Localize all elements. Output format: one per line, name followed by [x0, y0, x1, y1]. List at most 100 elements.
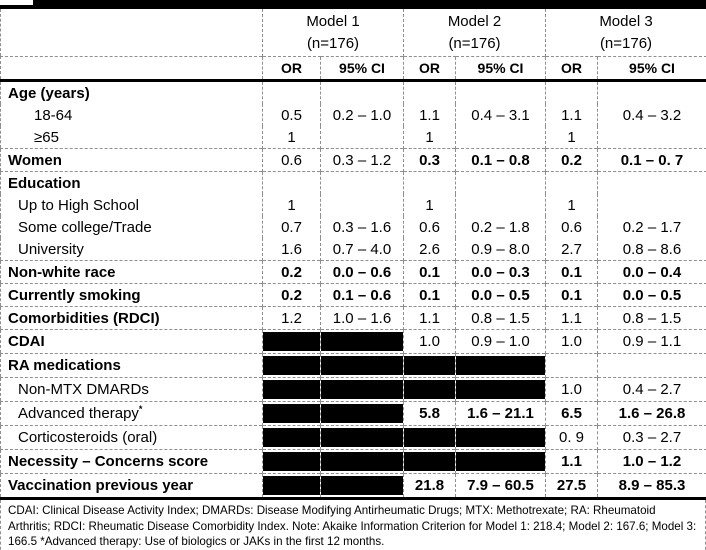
row-label: 18-64 [1, 104, 263, 126]
ci-cell: 1.6 – 26.8 [597, 401, 706, 426]
redacted-cell [320, 449, 404, 474]
row-label: University [1, 238, 263, 261]
table-row: RA medications [0, 353, 706, 378]
ci-cell: 0.0 – 0.4 [597, 260, 706, 284]
or-cell: 1.1 [545, 449, 598, 474]
ci-cell: 0.0 – 0.5 [597, 283, 706, 307]
or-cell: 1.0 [545, 377, 598, 402]
ci-cell: 0.9 – 1.1 [597, 329, 706, 354]
redacted-block [321, 452, 403, 471]
table-footnote: CDAI: Clinical Disease Activity Index; D… [0, 500, 706, 550]
row-label: ≥65 [1, 126, 263, 149]
redacted-block [456, 428, 545, 447]
row-label-text: Non-MTX DMARDs [18, 381, 149, 398]
redacted-block [321, 332, 403, 351]
table-row: Education [0, 171, 706, 194]
row-label: Comorbidities (RDCI) [0, 306, 263, 330]
or-cell: 0.3 [403, 148, 456, 172]
redacted-cell [455, 449, 546, 474]
ci-cell: 0.0 – 0.5 [455, 283, 546, 307]
redacted-block [263, 380, 320, 399]
or-cell: 1 [545, 126, 598, 149]
or-cell: 0.1 [545, 260, 598, 284]
or-cell: 1 [403, 126, 456, 149]
redacted-block [321, 404, 403, 423]
model-3-name: Model 3 [599, 12, 653, 30]
ci-cell [320, 194, 404, 216]
redacted-block [263, 452, 320, 471]
ci-cell: 0.7 – 4.0 [320, 238, 404, 261]
row-label-text: ≥65 [34, 128, 59, 146]
or-cell: 0.5 [262, 104, 321, 126]
redacted-block [263, 332, 320, 351]
or-cell: 0.2 [262, 260, 321, 284]
row-label: Non-MTX DMARDs [0, 377, 263, 402]
ci-cell: 0.2 – 1.8 [455, 216, 546, 238]
redacted-cell [320, 353, 404, 378]
table-row: Currently smoking 0.2 0.1 – 0.6 0.1 0.0 – 0.… [0, 283, 706, 307]
or-cell: 0.2 [545, 148, 598, 172]
or-cell: 0.1 [403, 260, 456, 284]
or-cell: 5.8 [403, 401, 456, 426]
redacted-cell [320, 473, 404, 499]
ci-cell: 7.9 – 60.5 [455, 473, 546, 499]
ci-cell [455, 80, 546, 104]
redacted-cell [320, 329, 404, 354]
redacted-block [263, 404, 320, 423]
redacted-cell [320, 377, 404, 402]
or-cell [403, 80, 456, 104]
ci-cell: 0.1 – 0. 7 [597, 148, 706, 172]
row-label: Currently smoking [0, 283, 263, 307]
redacted-cell [320, 425, 404, 450]
model-3-header: Model 3 (n=176) [545, 7, 706, 57]
ci-cell: 0.1 – 0.6 [320, 283, 404, 307]
row-label-text: Advanced therapy [18, 405, 139, 422]
footnote-marker-icon: * [138, 404, 143, 414]
model-1-n: (n=176) [306, 34, 360, 52]
redacted-block [404, 428, 455, 447]
row-label-text: Necessity – Concerns score [8, 453, 209, 470]
redacted-cell [262, 329, 321, 354]
stub-cell [1, 7, 263, 57]
or-cell: 1.1 [403, 104, 456, 126]
redacted-block [321, 356, 403, 375]
row-label: RA medications [0, 353, 263, 378]
ci-cell: 0.4 – 3.2 [597, 104, 706, 126]
or-cell: 0.6 [403, 216, 456, 238]
redacted-block [456, 380, 545, 399]
redacted-cell [403, 377, 456, 402]
row-label-text: Currently smoking [8, 286, 141, 304]
row-label-text: Non-white race [8, 263, 116, 281]
or-cell [262, 171, 321, 194]
row-label: Education [0, 171, 263, 194]
ci-cell: 0.4 – 3.1 [455, 104, 546, 126]
ci-cell: 0.8 – 8.6 [597, 238, 706, 261]
ci-cell: 1.0 – 1.6 [320, 306, 404, 330]
ci-cell: 8.9 – 85.3 [597, 473, 706, 499]
or-cell [403, 171, 456, 194]
redacted-cell [262, 449, 321, 474]
row-label-text: 18-64 [34, 106, 73, 124]
model-3-n: (n=176) [599, 34, 653, 52]
or-cell: 1 [545, 194, 598, 216]
ci-cell [455, 171, 546, 194]
redacted-cell [455, 353, 546, 378]
ci-cell: 1.0 – 1.2 [597, 449, 706, 474]
or-cell: 1.1 [545, 104, 598, 126]
column-header-row: OR 95% CI OR 95% CI OR 95% CI [0, 56, 706, 81]
or-cell: 1.2 [262, 306, 321, 330]
model-2-n: (n=176) [448, 34, 501, 52]
stub-cell [0, 56, 263, 81]
or-cell: 6.5 [545, 401, 598, 426]
or-cell [545, 171, 598, 194]
table-row: Women 0.6 0.3 – 1.2 0.3 0.1 – 0.8 0.2 0.1 – 0.… [0, 148, 706, 172]
redacted-block [263, 428, 320, 447]
redacted-block [456, 452, 545, 471]
redacted-cell [262, 473, 321, 499]
row-label: Advanced therapy* [0, 401, 263, 426]
ci-cell [597, 194, 706, 216]
table-row: CDAI 1.0 0.9 – 1.0 1.0 0.9 – 1.1 [0, 329, 706, 354]
redacted-block [456, 356, 545, 375]
redacted-cell [455, 377, 546, 402]
row-label: Necessity – Concerns score [0, 449, 263, 474]
